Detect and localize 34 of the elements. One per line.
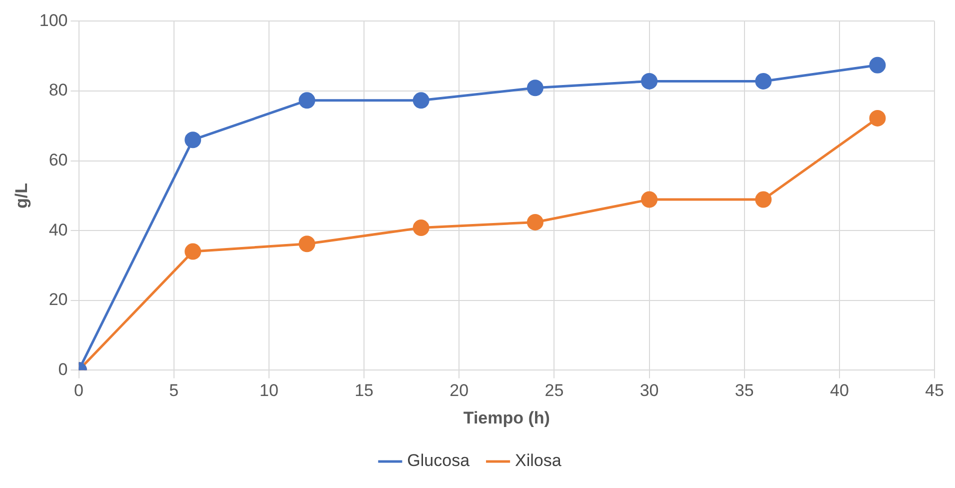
- point: [412, 92, 430, 109]
- x-tick-label: 35: [734, 381, 754, 400]
- x-axis-title: Tiempo (h): [463, 408, 550, 428]
- x-tick-label: 30: [640, 381, 659, 400]
- x-tick-label: 25: [544, 381, 564, 400]
- y-axis-title: g/L: [12, 182, 31, 208]
- y-tick-label: 100: [39, 10, 68, 30]
- x-tick-label: 15: [354, 381, 374, 400]
- y-tick-label: 80: [48, 80, 68, 100]
- point: [869, 56, 886, 74]
- legend-label: Xilosa: [515, 451, 562, 470]
- x-tick-label: 10: [259, 381, 278, 400]
- legend-label: Glucosa: [407, 451, 470, 470]
- point: [298, 92, 316, 109]
- y-tick-label: 0: [58, 360, 68, 379]
- x-tick-label: 40: [830, 381, 849, 400]
- x-tick-label: 45: [925, 381, 944, 400]
- point: [526, 80, 544, 96]
- point: [641, 72, 658, 90]
- point: [184, 132, 202, 148]
- point: [755, 191, 772, 208]
- point: [869, 110, 886, 126]
- point: [526, 214, 544, 230]
- y-tick-label: 20: [48, 290, 68, 310]
- point: [412, 220, 430, 236]
- y-tick-label: 60: [48, 150, 68, 170]
- y-tick-label: 40: [48, 220, 68, 240]
- x-tick-label: 5: [169, 381, 179, 400]
- point: [298, 236, 316, 252]
- point: [641, 191, 658, 208]
- x-tick-label: 0: [74, 381, 84, 400]
- x-tick-label: 20: [450, 381, 469, 400]
- point: [184, 243, 202, 260]
- point: [755, 72, 772, 90]
